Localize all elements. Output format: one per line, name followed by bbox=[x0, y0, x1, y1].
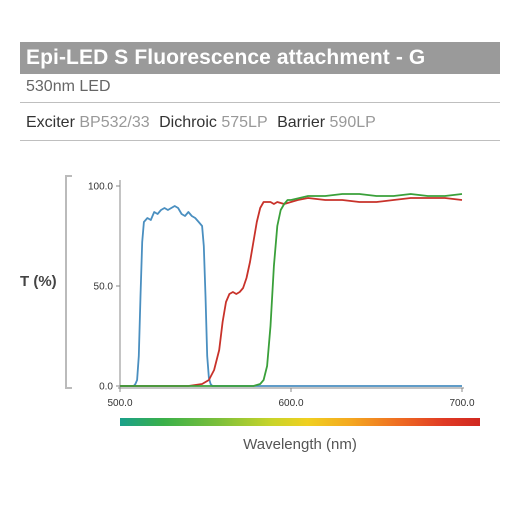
axes bbox=[118, 180, 464, 389]
y-tick-label: 100.0 bbox=[88, 182, 113, 193]
dichroic-label: Dichroic bbox=[159, 114, 217, 131]
series-barrier-line bbox=[120, 193, 463, 387]
led-subtitle: 530nm LED bbox=[26, 78, 111, 95]
x-tick-label: 700.0 bbox=[449, 398, 474, 409]
x-axis-label: Wavelength (nm) bbox=[243, 436, 357, 453]
series-dichroic-line bbox=[120, 197, 463, 387]
chart-title-bar: Epi-LED S Fluorescence attachment - G bbox=[20, 42, 500, 74]
y-bracket bbox=[65, 175, 72, 389]
x-tick-label: 600.0 bbox=[278, 398, 303, 409]
y-axis-label: T (%) bbox=[20, 273, 57, 290]
y-tick-label: 50.0 bbox=[94, 282, 114, 293]
divider bbox=[20, 140, 500, 141]
y-bracket-line bbox=[65, 175, 72, 389]
series-exciter-line bbox=[120, 205, 462, 387]
chart-title: Epi-LED S Fluorescence attachment - G bbox=[26, 46, 426, 69]
filter-specs: Exciter BP532/33 Dichroic 575LP Barrier … bbox=[26, 114, 381, 132]
series-lines bbox=[120, 193, 463, 387]
barrier-value: 590LP bbox=[329, 114, 376, 131]
dichroic-value: 575LP bbox=[221, 114, 268, 131]
exciter-value: BP532/33 bbox=[79, 114, 150, 131]
tick-labels: 0.0 50.0 100.0 500.0 600.0 700.0 bbox=[88, 182, 475, 410]
wavelength-spectrum-bar bbox=[120, 418, 480, 426]
exciter-label: Exciter bbox=[26, 114, 75, 131]
barrier-label: Barrier bbox=[277, 114, 326, 131]
y-tick-label: 0.0 bbox=[99, 382, 113, 393]
divider bbox=[20, 102, 500, 103]
x-tick-label: 500.0 bbox=[107, 398, 132, 409]
